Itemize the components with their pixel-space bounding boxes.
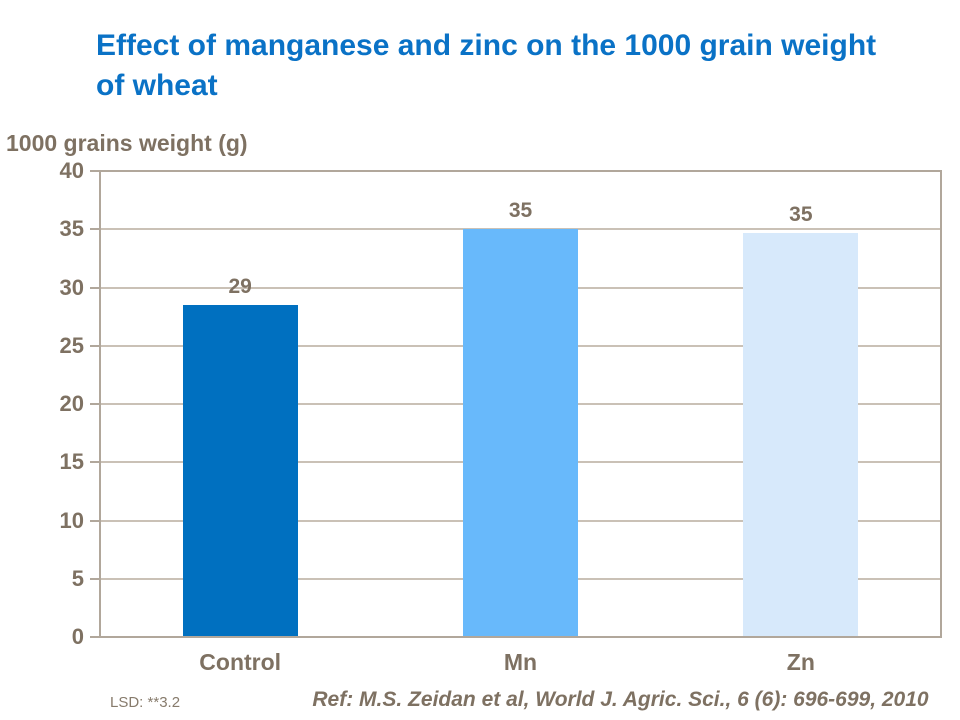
- category-label-mn: Mn: [503, 649, 538, 675]
- y-axis-title: 1000 grains weight (g): [6, 130, 248, 156]
- y-tick-35: [90, 228, 100, 231]
- y-tick-label-0: 0: [71, 624, 84, 649]
- y-tick-10: [90, 519, 100, 522]
- y-tick-label-35: 35: [59, 216, 84, 242]
- y-tick-15: [90, 461, 100, 464]
- bar-value-zn: 35: [789, 202, 813, 226]
- bar-control: [182, 304, 298, 637]
- y-tick-label-10: 10: [59, 507, 84, 533]
- plot-border-bottom: [99, 636, 942, 638]
- bar-mn: [463, 229, 578, 637]
- y-tick-5: [90, 577, 100, 580]
- plot-border-right: [940, 170, 942, 638]
- y-tick-40: [90, 170, 100, 172]
- reference-note: Ref: M.S. Zeidan et al, World J. Agric. …: [312, 688, 929, 711]
- plot-border-top: [99, 170, 942, 172]
- y-tick-25: [90, 344, 100, 347]
- chart-title: Effect of manganese and zinc on the 1000…: [96, 29, 877, 102]
- category-label-zn: Zn: [786, 649, 815, 675]
- y-tick-label-5: 5: [71, 565, 84, 591]
- y-tick-label-20: 20: [59, 391, 84, 416]
- bar-value-mn: 35: [508, 199, 533, 223]
- y-tick-label-15: 15: [59, 449, 84, 475]
- y-tick-30: [90, 286, 100, 289]
- plot-area: 29 35 35: [100, 171, 941, 637]
- bar-zn: [743, 232, 859, 637]
- bar-value-control: 29: [228, 274, 252, 298]
- lsd-note: LSD: **3.2: [110, 694, 181, 711]
- plot-border-left: [99, 170, 101, 638]
- category-label-control: Control: [199, 649, 282, 675]
- y-tick-label-40: 40: [59, 158, 84, 183]
- y-tick-0: [90, 636, 100, 638]
- y-tick-20: [90, 403, 100, 405]
- y-tick-label-30: 30: [59, 274, 84, 300]
- y-tick-label-25: 25: [59, 332, 84, 358]
